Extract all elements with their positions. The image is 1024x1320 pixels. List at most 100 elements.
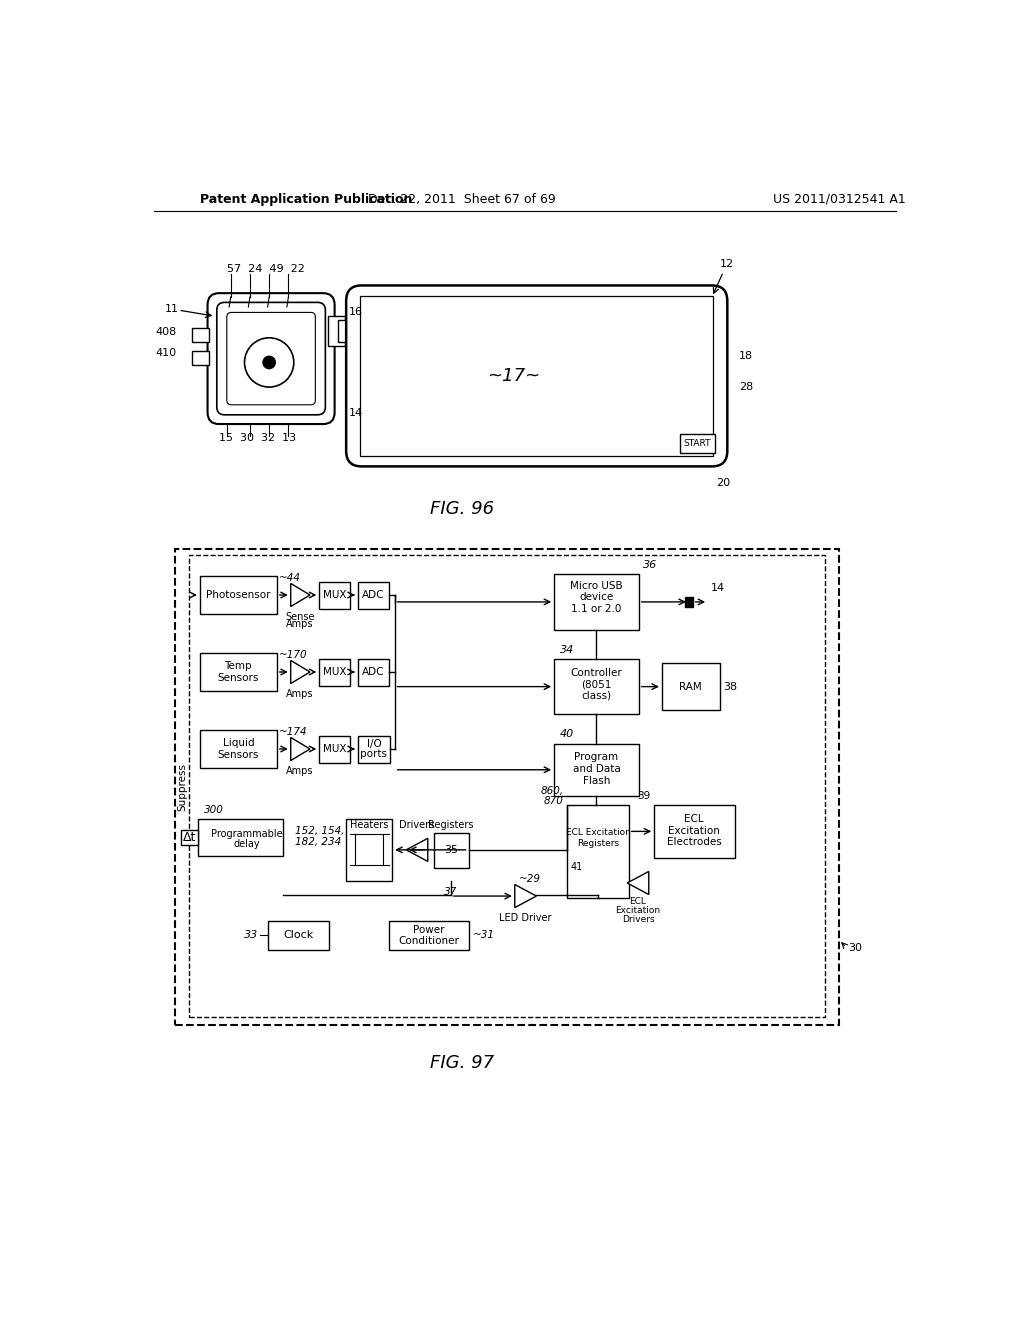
Bar (685, 598, 692, 607)
Text: ECL Excitation: ECL Excitation (565, 828, 631, 837)
Text: Programmable: Programmable (211, 829, 283, 838)
Bar (346, 818, 392, 880)
Bar (357, 737, 390, 763)
Bar (193, 351, 209, 364)
Polygon shape (291, 583, 310, 607)
Text: 28: 28 (739, 381, 753, 392)
Text: Δt: Δt (183, 832, 197, 843)
Polygon shape (407, 838, 428, 862)
Text: Liquid: Liquid (222, 738, 254, 748)
Text: Temp: Temp (224, 661, 252, 671)
Text: Program: Program (574, 752, 618, 763)
FancyBboxPatch shape (208, 293, 335, 424)
Text: Heaters: Heaters (350, 820, 388, 830)
Text: (8051: (8051 (582, 680, 611, 689)
Text: Patent Application Publication: Patent Application Publication (200, 193, 413, 206)
Polygon shape (291, 738, 310, 760)
Text: 18: 18 (739, 351, 753, 362)
Text: Controller: Controller (570, 668, 623, 677)
Bar (357, 582, 388, 609)
Bar (200, 730, 276, 768)
Text: 408: 408 (156, 326, 177, 337)
Bar (200, 576, 276, 614)
Text: class): class) (582, 690, 611, 701)
Text: ~29: ~29 (518, 874, 541, 884)
Text: US 2011/0312541 A1: US 2011/0312541 A1 (772, 193, 905, 206)
Text: 33: 33 (244, 931, 258, 940)
Bar (357, 659, 388, 686)
Text: 860,: 860, (541, 787, 563, 796)
Text: ECL: ECL (630, 898, 646, 906)
Text: device: device (580, 593, 613, 602)
Text: Drivers: Drivers (399, 820, 434, 830)
Text: FIG. 96: FIG. 96 (430, 500, 494, 517)
Text: 870: 870 (544, 796, 563, 807)
Text: 39: 39 (637, 791, 650, 801)
Text: Registers: Registers (428, 820, 474, 830)
Text: Amps: Amps (287, 766, 313, 776)
Bar (554, 659, 639, 714)
Text: 16: 16 (348, 308, 362, 317)
Text: Amps: Amps (287, 619, 313, 630)
Text: Clock: Clock (284, 931, 313, 940)
Text: Excitation: Excitation (669, 825, 720, 836)
Bar (554, 743, 639, 796)
Text: ADC: ADC (361, 667, 384, 677)
Text: Sensors: Sensors (218, 750, 259, 760)
FancyBboxPatch shape (346, 285, 727, 466)
Bar (338, 321, 347, 342)
Text: ECL: ECL (684, 814, 705, 824)
Text: Suppress: Suppress (177, 763, 187, 810)
Bar (319, 582, 350, 609)
Text: 36: 36 (643, 560, 656, 570)
Text: 20: 20 (716, 478, 730, 488)
Bar (388, 921, 469, 950)
Text: 14: 14 (348, 408, 362, 417)
Text: Photosensor: Photosensor (206, 590, 270, 601)
Bar (267, 921, 330, 950)
Text: 38: 38 (724, 681, 737, 692)
Bar (199, 818, 283, 857)
Polygon shape (515, 884, 537, 908)
Text: MUX: MUX (323, 744, 346, 754)
Text: ports: ports (360, 750, 387, 759)
Text: Conditioner: Conditioner (398, 936, 459, 945)
Text: 300: 300 (205, 805, 224, 814)
Text: 57  24  49  22: 57 24 49 22 (226, 264, 305, 273)
Bar (654, 805, 735, 858)
Text: Power: Power (413, 925, 444, 935)
Bar (200, 653, 276, 692)
Polygon shape (628, 871, 649, 895)
Text: ~31: ~31 (473, 931, 496, 940)
Text: Flash: Flash (583, 776, 610, 785)
Text: 35: 35 (443, 845, 458, 855)
Bar (189, 554, 825, 1016)
Text: LED Driver: LED Driver (500, 912, 552, 923)
Text: START: START (684, 438, 711, 447)
Text: FIG. 97: FIG. 97 (430, 1055, 494, 1072)
Bar (181, 830, 199, 845)
Text: Registers: Registers (577, 840, 620, 849)
Bar (554, 574, 639, 630)
Text: Electrodes: Electrodes (667, 837, 722, 847)
Text: ~17~: ~17~ (486, 367, 540, 384)
Text: Dec. 22, 2011  Sheet 67 of 69: Dec. 22, 2011 Sheet 67 of 69 (368, 193, 556, 206)
Text: 37: 37 (444, 887, 458, 898)
Text: 12: 12 (720, 259, 734, 269)
Text: 41: 41 (571, 862, 584, 871)
Text: ~170: ~170 (280, 649, 308, 660)
Bar (662, 663, 720, 710)
Text: Sensors: Sensors (218, 673, 259, 684)
Text: 34: 34 (560, 644, 574, 655)
Text: ADC: ADC (361, 590, 384, 601)
Text: 30: 30 (848, 942, 862, 953)
Bar (319, 737, 350, 763)
Bar (360, 296, 714, 455)
Text: MUX: MUX (323, 667, 346, 677)
Text: and Data: and Data (572, 764, 621, 774)
Text: ~44: ~44 (280, 573, 301, 583)
Circle shape (263, 356, 275, 368)
Text: RAM: RAM (679, 681, 701, 692)
Bar (567, 805, 629, 898)
FancyBboxPatch shape (217, 302, 326, 414)
